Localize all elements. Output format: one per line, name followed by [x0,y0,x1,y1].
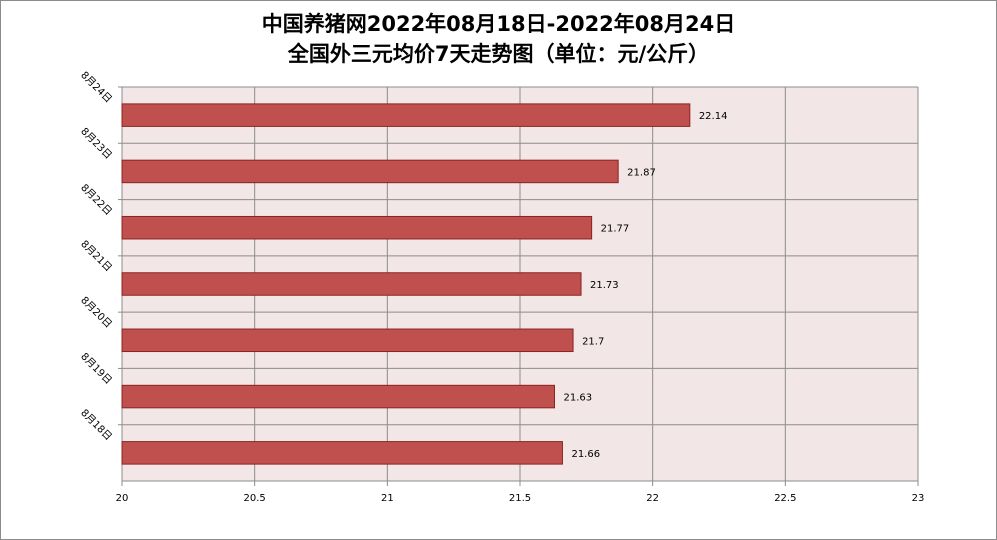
y-category-label: 8月19日 [78,351,114,387]
y-category-label: 8月20日 [78,294,114,330]
x-tick-label: 22.5 [774,493,796,504]
y-category-label: 8月22日 [78,182,114,218]
data-label: 21.63 [563,393,592,404]
x-tick-label: 23 [912,493,925,504]
y-category-label: 8月18日 [78,407,114,443]
bar [121,159,619,184]
y-category-label: 8月21日 [78,238,114,274]
bar [121,441,563,465]
bar [121,328,574,353]
bar [121,103,691,127]
data-label: 21.66 [571,449,600,460]
y-category-label: 8月23日 [78,125,114,161]
x-tick-label: 20 [116,493,129,504]
y-category-label: 8月24日 [78,69,114,105]
chart-title-line1: 中国养猪网2022年08月18日-2022年08月24日 [261,12,736,36]
chart-title-line2: 全国外三元均价7天走势图（单位：元/公斤） [287,42,710,66]
data-label: 21.73 [590,280,619,291]
bar [121,215,593,240]
data-label: 21.77 [601,224,630,235]
x-tick-label: 22 [646,493,659,504]
data-label: 21.7 [582,336,604,347]
x-tick-label: 21.5 [509,493,531,504]
data-label: 22.14 [699,111,728,122]
bar [121,384,555,409]
data-label: 21.87 [627,167,656,178]
bar [121,272,582,296]
x-tick-label: 20.5 [244,493,266,504]
x-tick-label: 21 [381,493,394,504]
